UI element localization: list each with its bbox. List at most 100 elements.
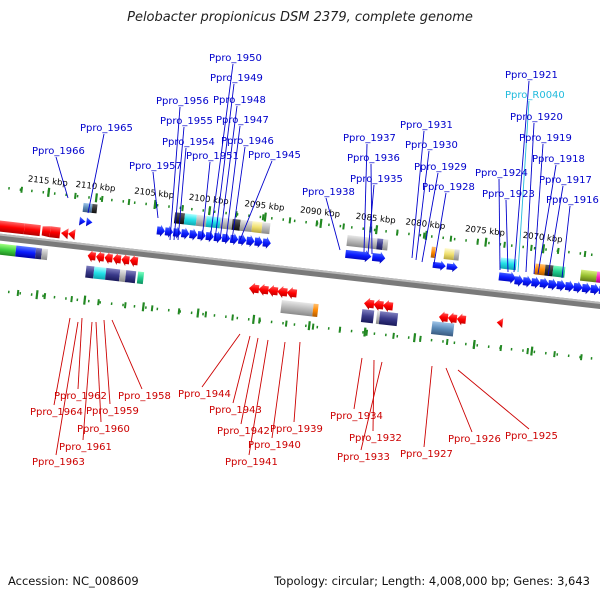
gene-forward[interactable] [579,269,598,283]
gene-forward[interactable] [262,236,271,249]
forward-gene-label[interactable]: Ppro_1928 [422,182,475,193]
gene-reverse[interactable] [267,284,279,297]
gene-forward[interactable] [443,248,455,261]
gene-forward[interactable] [195,214,207,227]
gene-reverse[interactable] [0,220,25,235]
reverse-gene-label[interactable]: Ppro_1941 [225,457,278,468]
gene-forward[interactable] [531,276,541,289]
gene-forward[interactable] [237,234,247,247]
gene-reverse[interactable] [121,254,130,267]
forward-gene-label[interactable]: Ppro_1947 [216,115,269,126]
forward-gene-label[interactable]: Ppro_1957 [129,161,182,172]
forward-gene-label[interactable]: Ppro_1965 [80,123,133,134]
forward-gene-label[interactable]: Ppro_1938 [302,187,355,198]
gene-reverse[interactable] [41,225,51,238]
gene-forward[interactable] [231,218,241,231]
reverse-gene-label[interactable]: Ppro_1942 [217,426,270,437]
gene-forward[interactable] [573,281,583,294]
gene-reverse[interactable] [93,266,107,280]
reverse-gene-label[interactable]: Ppro_1934 [330,411,383,422]
forward-gene-label[interactable]: Ppro_1949 [210,73,263,84]
gene-forward[interactable] [229,233,239,246]
reverse-gene-label[interactable]: Ppro_1961 [59,442,112,453]
forward-gene-label[interactable]: Ppro_1950 [209,53,262,64]
forward-gene-label[interactable]: Ppro_1935 [350,174,403,185]
forward-gene-label[interactable]: Ppro_1954 [162,137,215,148]
gene-forward[interactable] [79,216,86,227]
gene-forward[interactable] [514,274,524,287]
gene-reverse[interactable] [60,228,69,240]
gene-reverse[interactable] [378,311,399,327]
gene-forward[interactable] [539,277,549,290]
gene-forward[interactable] [345,248,372,263]
gene-forward[interactable] [85,217,93,227]
forward-gene-label[interactable]: Ppro_1966 [32,146,85,157]
forward-gene-label[interactable]: Ppro_1956 [156,96,209,107]
reverse-gene-label[interactable]: Ppro_1932 [349,433,402,444]
forward-gene-label[interactable]: Ppro_1919 [519,133,572,144]
gene-forward[interactable] [432,260,446,271]
forward-gene-label[interactable]: Ppro_1924 [475,168,528,179]
gene-forward[interactable] [0,243,17,257]
gene-reverse[interactable] [112,253,122,266]
gene-forward[interactable] [156,224,165,237]
gene-reverse[interactable] [23,223,41,237]
gene-reverse[interactable] [277,285,288,298]
gene-reverse[interactable] [136,271,145,285]
gene-forward[interactable] [183,213,197,226]
gene-reverse[interactable] [382,299,394,313]
gene-forward[interactable] [581,282,592,295]
gene-forward[interactable] [382,239,389,251]
forward-gene-label[interactable]: Ppro_1955 [160,116,213,127]
gene-reverse[interactable] [286,286,298,300]
gene-reverse[interactable] [258,283,269,296]
reverse-gene-label[interactable]: Ppro_1960 [77,424,130,435]
gene-forward[interactable] [346,234,378,250]
forward-gene-label[interactable]: Ppro_1951 [186,151,239,162]
gene-forward[interactable] [430,246,436,258]
gene-reverse[interactable] [438,311,449,324]
gene-reverse[interactable] [104,252,113,265]
gene-forward[interactable] [15,245,37,259]
forward-gene-label[interactable]: Ppro_1918 [532,154,585,165]
gene-forward[interactable] [246,235,255,248]
gene-reverse[interactable] [67,228,76,241]
forward-gene-label[interactable]: Ppro_1930 [405,140,458,151]
reverse-gene-label[interactable]: Ppro_1933 [337,452,390,463]
forward-gene-label[interactable]: Ppro_1946 [221,136,274,147]
gene-forward[interactable] [498,270,516,284]
gene-reverse[interactable] [85,265,95,279]
gene-forward[interactable] [254,235,263,249]
gene-reverse[interactable] [375,310,381,325]
gene-forward[interactable] [556,279,566,292]
gene-reverse[interactable] [124,270,137,284]
reverse-gene-label[interactable]: Ppro_1926 [448,434,501,445]
gene-forward[interactable] [499,257,518,271]
gene-forward[interactable] [446,261,458,273]
reverse-gene-label[interactable]: Ppro_1943 [209,405,262,416]
reverse-gene-label[interactable]: Ppro_1963 [32,457,85,468]
gene-reverse[interactable] [430,321,455,337]
forward-gene-label[interactable]: Ppro_1937 [343,133,396,144]
reverse-gene-label[interactable]: Ppro_1959 [86,406,139,417]
gene-reverse[interactable] [373,298,384,311]
forward-gene-label[interactable]: Ppro_1917 [539,175,592,186]
reverse-gene-label[interactable]: Ppro_1962 [54,391,107,402]
reverse-gene-label[interactable]: Ppro_1927 [400,449,453,460]
gene-forward[interactable] [197,229,206,242]
gene-forward[interactable] [164,225,174,238]
gene-forward[interactable] [453,249,460,261]
gene-reverse[interactable] [87,250,97,263]
forward-gene-label[interactable]: Ppro_1920 [510,112,563,123]
gene-forward[interactable] [371,251,386,264]
reverse-gene-label[interactable]: Ppro_1925 [505,431,558,442]
gene-forward[interactable] [40,248,49,261]
gene-reverse[interactable] [456,313,467,326]
gene-forward[interactable] [376,238,384,250]
gene-reverse[interactable] [280,299,314,317]
forward-gene-label[interactable]: Ppro_1929 [414,162,467,173]
gene-reverse[interactable] [129,255,139,268]
forward-gene-label[interactable]: Ppro_1945 [248,150,301,161]
gene-reverse[interactable] [360,309,375,324]
gene-reverse[interactable] [95,251,105,264]
